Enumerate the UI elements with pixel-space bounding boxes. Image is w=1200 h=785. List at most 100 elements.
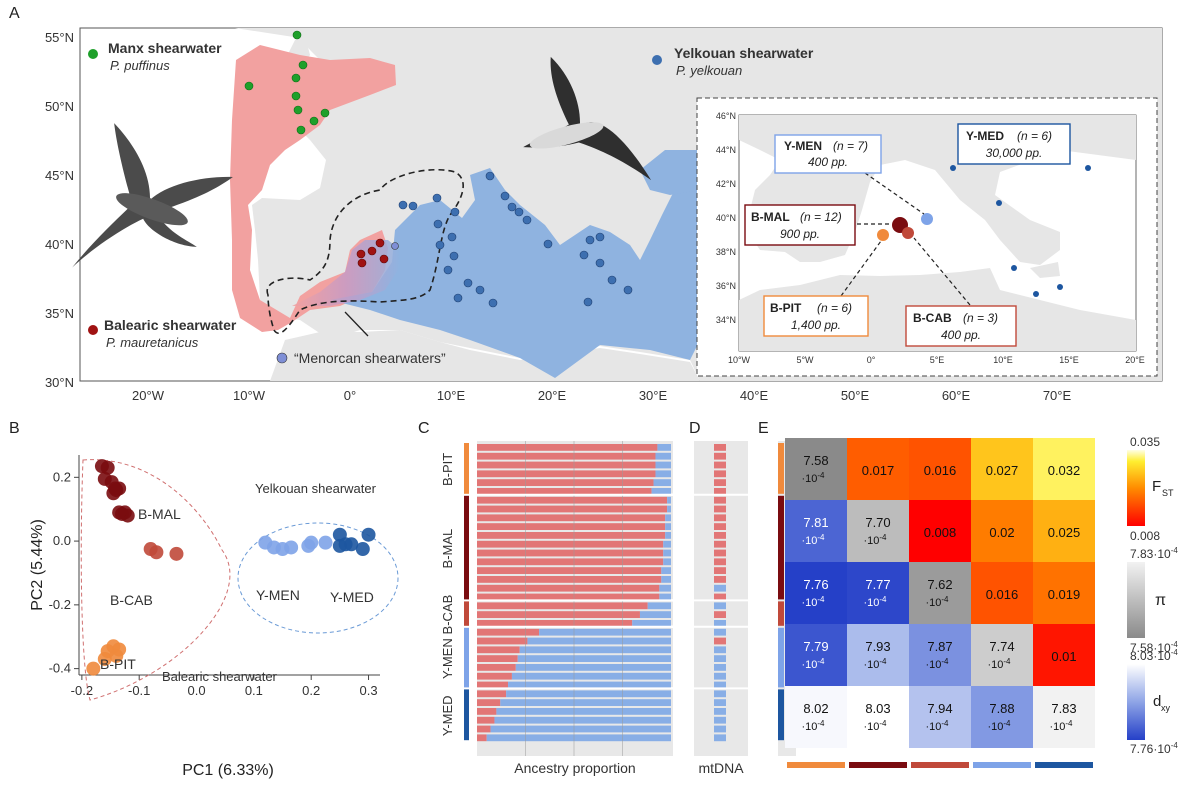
ancestry-bar-yelkouan	[655, 461, 671, 469]
heatmap-cell	[847, 438, 909, 500]
mtdna-bar	[714, 708, 726, 715]
pca-y-tick-label: 0.2	[53, 469, 71, 484]
lat-tick-label: 35°N	[45, 306, 74, 321]
pca-x-tick-label: 0.3	[359, 683, 377, 698]
pca-point-b-pit	[86, 661, 101, 676]
lon-tick-label: 60°E	[942, 388, 971, 403]
mtdna-bar	[714, 646, 726, 654]
inset-box-ymed-pp: 30,000 pp.	[986, 146, 1043, 160]
heatmap-cell-value: 7.77	[865, 577, 890, 592]
heatmap-cell	[1033, 438, 1095, 500]
group-labels: B-PIT B-MAL B-CAB Y-MEN Y-MED	[440, 453, 455, 736]
mtdna-bar	[714, 681, 726, 689]
mtdna-bar	[714, 584, 726, 592]
ancestry-bar-balearic	[477, 734, 487, 742]
heatmap-cell-value: 7.83	[1051, 701, 1076, 716]
heatmap-cell	[1033, 500, 1095, 562]
yelkouan-point	[543, 239, 553, 249]
heatmap-cell-value: 0.025	[1048, 525, 1081, 540]
balearic-point	[356, 249, 366, 259]
inset-box-ymed-name: Y-MED	[966, 129, 1004, 143]
mtdna-xlabel: mtDNA	[698, 760, 744, 776]
pca-point-b-pit	[109, 648, 124, 663]
ancestry-bar-balearic	[477, 611, 640, 618]
mtdna-bar	[714, 461, 726, 469]
mtdna-bar	[714, 664, 726, 671]
heatmap-cell-value: 0.016	[924, 463, 957, 478]
yelkouan-point	[514, 207, 524, 217]
manx-point	[291, 73, 301, 83]
heatmap-cell	[971, 624, 1033, 686]
yelkouan-point	[443, 265, 453, 275]
heatmap-pop-bar	[911, 762, 969, 768]
pca-x-tick-label: -0.2	[71, 683, 93, 698]
ancestry-bar-balearic	[477, 584, 660, 592]
ancestry-bar-yelkouan	[506, 690, 671, 698]
ancestry-group-label: B-MAL	[440, 529, 455, 569]
heatmap-pop-bar	[973, 762, 1031, 768]
balearic-legend-sci: P. mauretanicus	[106, 335, 199, 350]
pca-label-ymen: Y-MEN	[256, 587, 300, 603]
ancestry-bar-balearic	[477, 461, 656, 469]
heatmap-cells: 7.58 ·10-4 0.017 0.016 0.027 0.032 7.81 ·10-4 7.…	[785, 438, 1095, 748]
ancestry-pop-strip	[464, 601, 469, 626]
lon-tick-label: 40°E	[740, 388, 769, 403]
balearic-legend-name: Balearic shearwater	[104, 317, 237, 333]
inset-ymed-point	[996, 200, 1002, 206]
heatmap-cell	[909, 500, 971, 562]
inset-lon-label: 15°E	[1059, 355, 1079, 365]
ancestry-bar-balearic	[477, 488, 652, 495]
balearic-legend-dot	[88, 325, 98, 335]
ancestry-bar-yelkouan	[639, 611, 671, 618]
inset-box-bmal: B-MAL (n = 12) 900 pp.	[744, 204, 856, 246]
mtdna-bar	[714, 558, 726, 566]
yelkouan-point	[485, 171, 495, 181]
yelkouan-point	[500, 191, 510, 201]
ancestry-bar-balearic	[477, 593, 660, 601]
yelkouan-legend-sci: P. yelkouan	[676, 63, 742, 78]
ancestry-bar-yelkouan	[655, 470, 671, 478]
lat-tick-label: 40°N	[45, 237, 74, 252]
mtdna-bar	[714, 725, 726, 733]
ancestry-pop-strip	[464, 443, 469, 494]
menorcan-legend-label: “Menorcan shearwaters”	[294, 350, 446, 366]
pi-legend: 7.83·10-4 7.58·10-4 π	[1127, 546, 1178, 655]
ancestry-bar-balearic	[477, 681, 509, 689]
ancestry-bar-balearic	[477, 646, 520, 654]
balearic-sample-points	[356, 238, 389, 268]
manx-point	[320, 108, 330, 118]
pi-title: π	[1155, 592, 1166, 609]
panel-label-d: D	[689, 420, 701, 437]
heatmap-cell-value: 8.02	[803, 701, 828, 716]
dxy-min-label: 7.76·10-4	[1130, 741, 1178, 756]
ancestry-bar-balearic	[477, 540, 664, 548]
heatmap-cell-value: 0.02	[989, 525, 1014, 540]
heatmap-pop-bar	[849, 762, 907, 768]
pca-label-bcab: B-CAB	[110, 592, 153, 608]
heatmap-cell	[1033, 686, 1095, 748]
pca-label-ymed: Y-MED	[330, 589, 374, 605]
inset-box-ymen: Y-MEN (n = 7) 400 pp.	[774, 134, 882, 174]
pca-x-tick-label: 0.1	[245, 683, 263, 698]
ancestry-bar-yelkouan	[663, 540, 671, 548]
ancestry-bar-balearic	[477, 628, 540, 636]
inset-lon-label: 0°	[867, 355, 876, 365]
yelkouan-point	[522, 215, 532, 225]
heatmap-population-bars	[787, 762, 1093, 768]
heatmap-cell-value: 7.74	[989, 639, 1014, 654]
heatmap-cell-value: 7.93	[865, 639, 890, 654]
dxy-title: d	[1153, 693, 1161, 710]
ancestry-bar-yelkouan	[657, 444, 671, 451]
heatmap-cell-value: 0.027	[986, 463, 1019, 478]
mtdna-bar	[714, 452, 726, 460]
heatmap-cell	[785, 438, 847, 500]
group-connector	[747, 687, 779, 691]
manx-point	[292, 30, 302, 40]
yelkouan-point	[507, 202, 517, 212]
pca-point-b-pit	[97, 652, 112, 667]
dxy-max-label: 8.03·10-4	[1130, 648, 1178, 663]
pca-y-tick-label: -0.2	[49, 597, 71, 612]
heatmap-cell	[847, 562, 909, 624]
ancestry-pop-strip	[464, 689, 469, 741]
group-connector	[747, 563, 779, 602]
